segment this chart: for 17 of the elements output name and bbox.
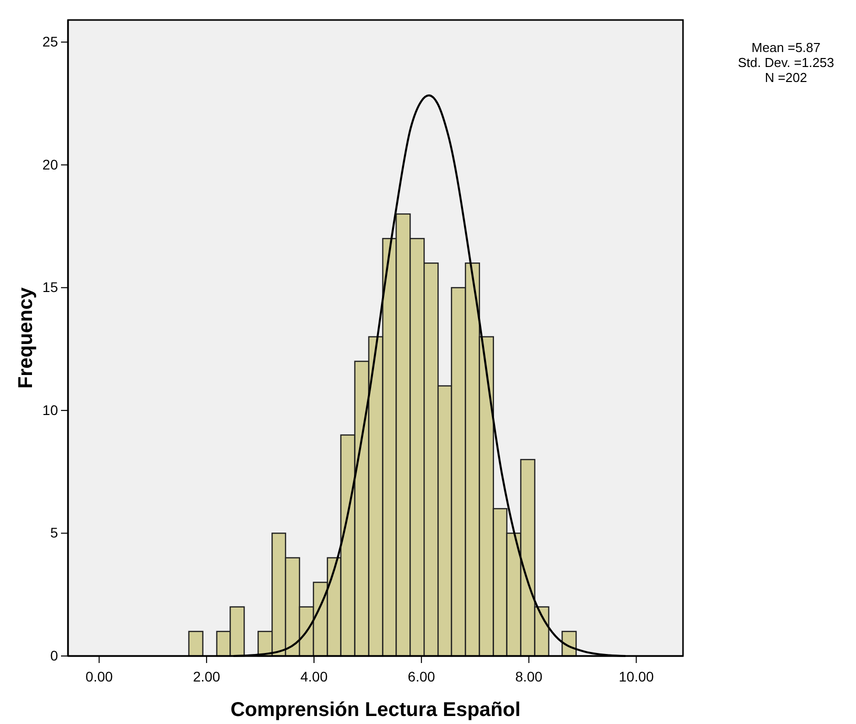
text: N =202 (764, 70, 808, 85)
x-tick-label: 2.00 (192, 668, 220, 684)
x-axis-title: Comprensión Lectura Español (230, 699, 521, 721)
x-tick-label: 4.00 (300, 668, 328, 684)
x-tick-label: 10.00 (618, 668, 654, 684)
y-tick-label: 0 (50, 647, 58, 664)
y-axis-title: Frequency (15, 286, 37, 389)
y-tick-label: 15 (42, 279, 58, 296)
y-tick-label: 10 (42, 402, 58, 418)
y-tick-label: 25 (42, 34, 58, 50)
text: Std. Dev. =1.253 (738, 55, 834, 70)
y-tick-label: 5 (50, 524, 58, 541)
x-tick-label: 6.00 (408, 668, 436, 684)
x-tick-label: 0.00 (86, 668, 113, 684)
y-tick-label: 20 (42, 156, 58, 172)
x-tick-label: 8.00 (515, 668, 543, 684)
text: Mean =5.87 (751, 40, 821, 55)
